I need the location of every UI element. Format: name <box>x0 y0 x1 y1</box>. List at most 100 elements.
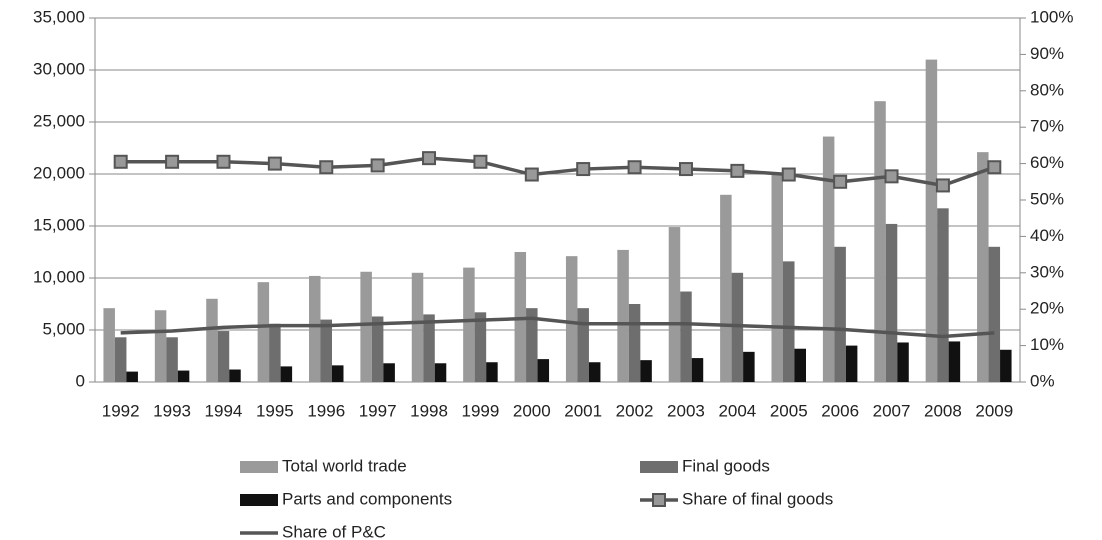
bar <box>822 136 835 382</box>
bar <box>423 314 435 382</box>
marker <box>422 151 437 166</box>
marker <box>473 154 488 169</box>
legend-label: Share of final goods <box>682 489 833 508</box>
bar <box>309 275 321 382</box>
bar <box>874 101 886 382</box>
x-tick-label: 2008 <box>924 401 962 420</box>
marker <box>524 167 539 182</box>
bar <box>229 369 241 382</box>
marker <box>113 154 128 169</box>
bar <box>691 358 704 382</box>
y2-tick-label: 30% <box>1030 262 1064 281</box>
y-tick-label: 15,000 <box>33 215 85 234</box>
x-tick-label: 2000 <box>513 401 551 420</box>
bar <box>577 308 589 382</box>
bar <box>617 249 629 382</box>
y2-tick-label: 10% <box>1030 335 1064 354</box>
x-tick-label: 1995 <box>256 401 294 420</box>
marker <box>730 163 745 178</box>
marker <box>216 154 231 169</box>
line <box>120 156 995 188</box>
y2-tick-label: 40% <box>1030 226 1064 245</box>
x-tick-label: 2001 <box>564 401 602 420</box>
bar <box>371 316 384 382</box>
x-tick-label: 1999 <box>462 401 500 420</box>
x-tick-label: 2007 <box>873 401 911 420</box>
x-tick-label: 2005 <box>770 401 808 420</box>
x-tick-label: 1998 <box>410 401 448 420</box>
bar <box>257 282 270 382</box>
bar <box>383 363 395 382</box>
bar <box>680 291 692 382</box>
marker <box>370 158 385 173</box>
bar <box>771 174 783 382</box>
bar <box>897 342 909 382</box>
y-tick-label: 10,000 <box>33 267 85 286</box>
marker <box>884 169 899 184</box>
bar <box>217 331 230 382</box>
marker <box>987 160 1002 175</box>
bar <box>834 246 846 382</box>
x-tick-label: 2009 <box>975 401 1013 420</box>
bar <box>434 363 447 382</box>
line <box>120 316 995 339</box>
marker <box>627 160 642 175</box>
bar <box>783 261 795 382</box>
y2-tick-label: 90% <box>1030 44 1064 63</box>
marker <box>319 160 334 175</box>
x-tick-label: 1993 <box>153 401 191 420</box>
bar <box>280 366 293 382</box>
marker <box>267 156 282 171</box>
y2-tick-label: 70% <box>1030 117 1064 136</box>
bar <box>720 194 732 382</box>
x-tick-label: 2006 <box>821 401 859 420</box>
y-tick-label: 35,000 <box>33 7 85 26</box>
x-tick-label: 2004 <box>718 401 756 420</box>
y2-tick-label: 60% <box>1030 153 1064 172</box>
marker <box>935 178 950 193</box>
marker <box>576 162 591 177</box>
x-tick-label: 2003 <box>667 401 705 420</box>
bar <box>743 351 755 382</box>
y-tick-label: 30,000 <box>33 59 85 78</box>
bar <box>845 345 858 382</box>
legend-swatch <box>640 461 678 473</box>
bar <box>565 256 578 382</box>
bar <box>885 223 898 382</box>
legend-swatch <box>240 494 278 506</box>
x-tick-label: 1996 <box>307 401 345 420</box>
bar <box>628 304 641 382</box>
bar <box>114 337 127 382</box>
legend-swatch <box>652 493 666 507</box>
y-tick-label: 20,000 <box>33 163 85 182</box>
bar <box>731 272 744 382</box>
bar <box>332 365 344 382</box>
bar <box>320 319 332 382</box>
bar <box>411 272 424 382</box>
bar <box>668 227 681 382</box>
bar <box>640 360 652 382</box>
bar <box>166 337 178 382</box>
bar <box>537 359 550 382</box>
bar <box>463 267 475 382</box>
bar <box>177 370 190 382</box>
legend-label: Final goods <box>682 456 770 475</box>
legend-label: Share of P&C <box>282 522 386 540</box>
y2-tick-label: 20% <box>1030 299 1064 318</box>
bar <box>588 362 601 382</box>
marker <box>833 174 848 189</box>
legend-swatch <box>240 461 278 473</box>
bar <box>925 59 938 382</box>
bar <box>937 208 949 382</box>
bar <box>474 312 487 382</box>
x-tick-label: 1994 <box>205 401 243 420</box>
bar <box>1000 349 1012 382</box>
bar <box>154 310 167 382</box>
y-tick-label: 5,000 <box>42 319 85 338</box>
bar <box>948 341 961 382</box>
bar <box>794 348 806 382</box>
marker <box>781 167 796 182</box>
y2-tick-label: 100% <box>1030 7 1073 26</box>
bar <box>126 371 138 382</box>
